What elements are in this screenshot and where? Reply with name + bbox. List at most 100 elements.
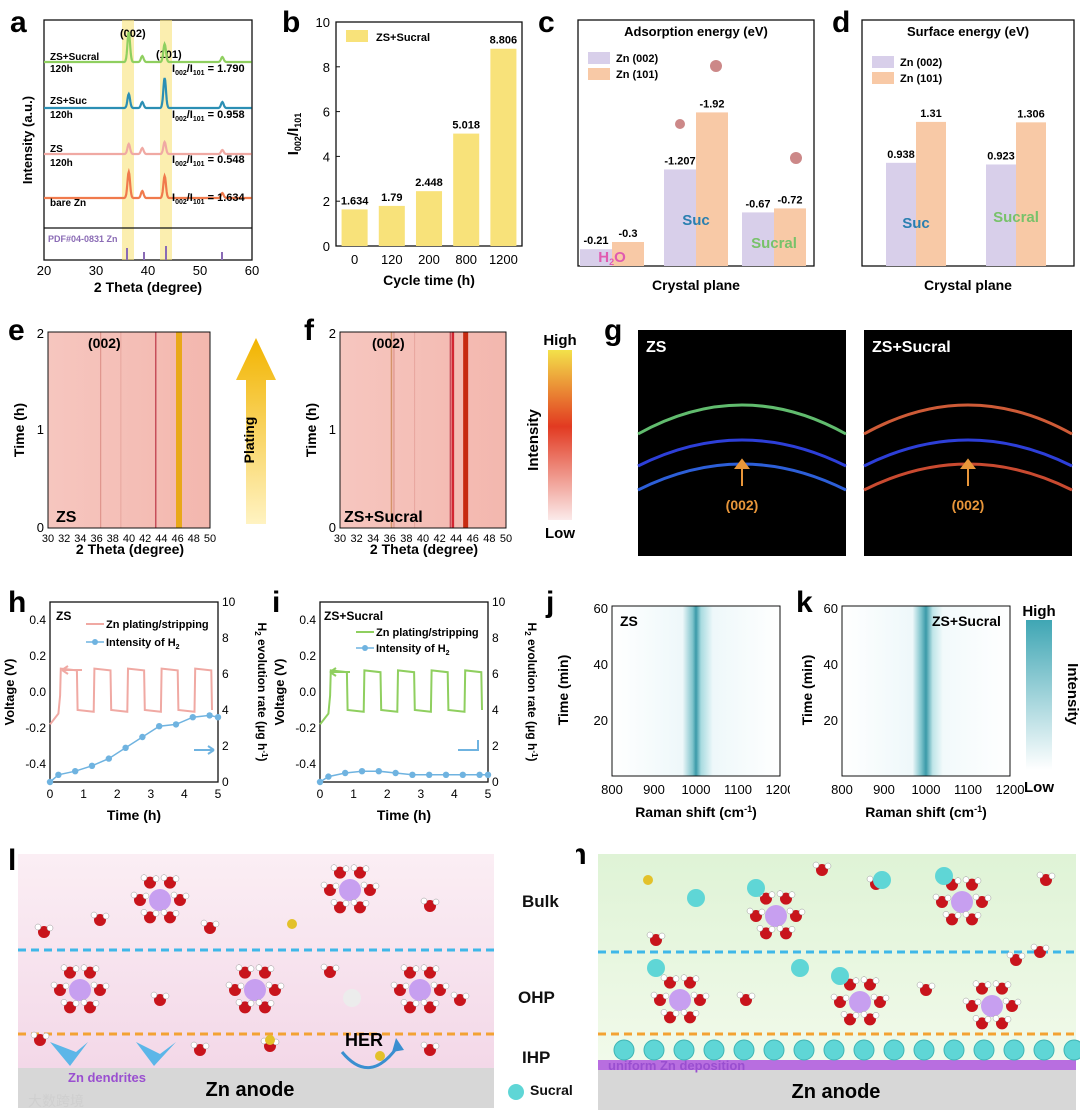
bar-d-Sucral-0 bbox=[986, 164, 1016, 266]
bar-d-Suc-0 bbox=[886, 162, 916, 266]
xrd-traces bbox=[44, 31, 252, 200]
y-tick-b: 10 bbox=[316, 15, 330, 30]
panel-label-b: b bbox=[282, 6, 300, 39]
svg-text:30: 30 bbox=[89, 263, 103, 278]
bar-value-c: -0.72 bbox=[777, 194, 802, 206]
bar-d-Suc-1 bbox=[916, 121, 946, 267]
label-i: ZS+Sucral bbox=[324, 609, 383, 623]
svg-text:40: 40 bbox=[824, 657, 838, 672]
bar-c-H2O-1 bbox=[612, 242, 644, 266]
peak-e: (002) bbox=[88, 335, 121, 351]
zn-ion bbox=[849, 991, 871, 1013]
panel-c: c Adsorption energy (eV) Zn (002) Zn (10… bbox=[534, 0, 824, 300]
annotation-g-zs: (002) bbox=[726, 497, 759, 513]
sucral-molecule bbox=[791, 959, 809, 977]
zn-ion bbox=[339, 879, 361, 901]
chart-g: g ZS ZS+Sucral (002) (002) bbox=[604, 314, 1073, 556]
panel-label-d: d bbox=[832, 6, 850, 39]
title-d: Surface energy (eV) bbox=[907, 24, 1029, 39]
y2-tick-h: 2 bbox=[222, 739, 229, 753]
adsorbed-sucral bbox=[883, 1039, 905, 1061]
voltage-curve-h bbox=[49, 667, 213, 726]
h2-point-i bbox=[316, 778, 324, 786]
bar-c-Suc-1 bbox=[696, 112, 728, 267]
y-tick-b: 4 bbox=[323, 149, 330, 164]
legend-label-b: ZS+Sucral bbox=[376, 32, 430, 44]
heatmap-k bbox=[842, 606, 1010, 776]
colorbar-label-f: Intensity bbox=[525, 409, 542, 471]
adsorbed-sucral bbox=[853, 1039, 875, 1061]
h2-point-h bbox=[139, 733, 146, 741]
bar-value-c: -1.207 bbox=[664, 155, 695, 167]
y-tick-h: -0.2 bbox=[25, 721, 46, 735]
x-tick: 36 bbox=[384, 533, 396, 545]
label-j: ZS bbox=[620, 613, 638, 629]
h2-point-h bbox=[214, 714, 222, 721]
label-h: ZS bbox=[56, 609, 71, 623]
panel-j: j ZS 800 900 1000 1100 1200 20 40 60 Raman s… bbox=[540, 580, 794, 830]
x-tick: 900 bbox=[643, 782, 665, 797]
x-tick: 40 bbox=[123, 533, 135, 545]
dendrites-label: Zn dendrites bbox=[68, 1070, 146, 1085]
panel-a: a (002) (101) ZS+Sucral 120h ZS+Suc 120h… bbox=[0, 0, 270, 300]
panel-label-a: a bbox=[10, 6, 27, 39]
x-tick: 46 bbox=[171, 533, 183, 545]
x-axis-label-f: 2 Theta (degree) bbox=[370, 541, 478, 557]
x-tick: 36 bbox=[90, 533, 102, 545]
x-tick: 46 bbox=[467, 533, 479, 545]
series-label-2b: 120h bbox=[50, 110, 73, 121]
y2-tick-i: 4 bbox=[492, 703, 499, 717]
chart-f: f (002) ZS+Sucral 30 32 34 36 38 40 42 44 46 48 50… bbox=[303, 314, 577, 557]
h2-point-h bbox=[72, 768, 79, 775]
x-tick-b: 0 bbox=[351, 252, 358, 267]
category-d-2: Sucral bbox=[993, 209, 1039, 226]
chart-d: d Surface energy (eV) Zn (002) Zn (101) … bbox=[832, 6, 1075, 293]
series-label-2a: ZS+Suc bbox=[50, 96, 87, 107]
highlight-101 bbox=[160, 20, 172, 260]
y-tick-h: 0.0 bbox=[29, 685, 46, 699]
legend-d-2: Zn (101) bbox=[900, 73, 943, 85]
y-tick-b: 0 bbox=[323, 239, 330, 254]
plating-arrow bbox=[236, 338, 276, 524]
zn-ion bbox=[244, 979, 266, 1001]
panel-label-h: h bbox=[8, 586, 26, 619]
zn-anode-l bbox=[18, 1068, 494, 1108]
adsorbed-sucral bbox=[913, 1039, 935, 1061]
x-axis-label-c: Crystal plane bbox=[652, 277, 740, 293]
adsorbed-sucral bbox=[1033, 1039, 1055, 1061]
schematic-m: m uniform Zn deposition Zn anode bbox=[560, 838, 1080, 1110]
panel-l: l Zn dendrites Zn anode HER 大数跨境 bbox=[0, 840, 500, 1112]
svg-text:1: 1 bbox=[329, 422, 336, 437]
heatmap-f bbox=[340, 332, 506, 528]
x-tick-h: 5 bbox=[215, 787, 222, 801]
sulfate-icon bbox=[375, 1051, 385, 1061]
x-tick-i: 2 bbox=[384, 787, 391, 801]
y-tick-i: -0.4 bbox=[295, 757, 316, 771]
reference-label: PDF#04-0831 Zn bbox=[48, 234, 118, 244]
zn-ion bbox=[149, 889, 171, 911]
x-tick-h: 4 bbox=[181, 787, 188, 801]
svg-text:40: 40 bbox=[141, 263, 155, 278]
label-k: ZS+Sucral bbox=[932, 613, 1001, 629]
legend-c-1: Zn (002) bbox=[616, 53, 659, 65]
heatmap-e bbox=[48, 332, 210, 528]
chart-e: e (002) ZS 30 32 34 36 38 40 42 44 46 48 50 0 1 2 … bbox=[8, 314, 276, 557]
x-tick-i: 4 bbox=[451, 787, 458, 801]
x-axis-label-h: Time (h) bbox=[107, 807, 161, 823]
zn-ion bbox=[69, 979, 91, 1001]
h2-point-i bbox=[459, 771, 466, 778]
y2-tick-i: 6 bbox=[492, 667, 499, 681]
x-tick: 44 bbox=[450, 533, 462, 545]
svg-text:2: 2 bbox=[329, 326, 336, 341]
label-g-zs: ZS bbox=[646, 339, 667, 356]
y2-tick-h: 4 bbox=[222, 703, 229, 717]
x-tick: 40 bbox=[417, 533, 429, 545]
panel-g: g ZS ZS+Sucral (002) (002) bbox=[600, 310, 1080, 560]
label-f: ZS+Sucral bbox=[344, 509, 423, 526]
panel-label-k: k bbox=[796, 586, 813, 619]
x-tick: 50 bbox=[500, 533, 512, 545]
panel-label-m: m bbox=[576, 840, 587, 871]
label-e: ZS bbox=[56, 509, 77, 526]
x-tick: 38 bbox=[400, 533, 412, 545]
adsorbed-sucral bbox=[943, 1039, 965, 1061]
